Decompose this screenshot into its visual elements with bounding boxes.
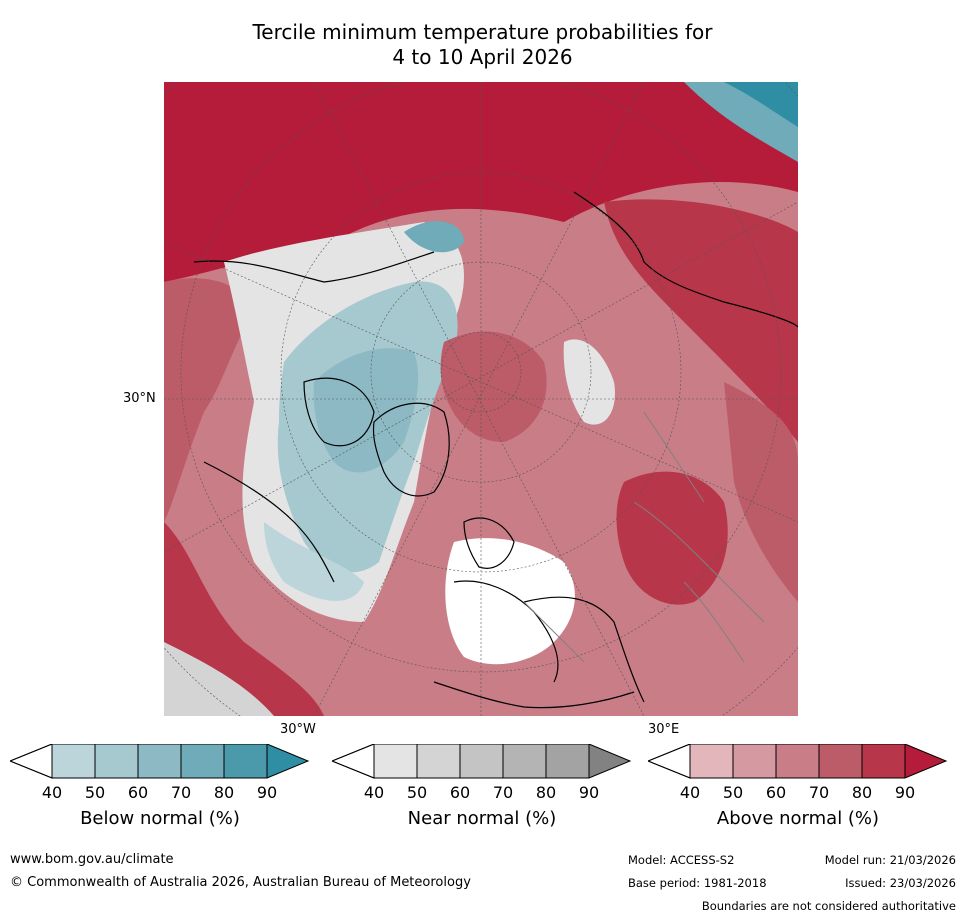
colorbar-near-normal (332, 744, 632, 780)
colorbar-above-max-extend (905, 744, 946, 778)
colorbar-near-swatch-70 (503, 744, 546, 778)
colorbar-above-label: Above normal (%) (716, 808, 880, 829)
colorbar-above-swatch-70 (819, 744, 862, 778)
colorbar-near-label: Near normal (%) (407, 808, 557, 829)
tick-label: 40 (41, 783, 63, 802)
tick-label: 50 (84, 783, 106, 802)
lat-label-30n: 30°N (123, 391, 156, 406)
polar-projection-map (164, 82, 798, 716)
tick-label: 80 (535, 783, 557, 802)
tick-label: 70 (492, 783, 514, 802)
lon-label-30w: 30°W (280, 722, 316, 737)
region-above-70-west (164, 278, 254, 522)
colorbar-near-max-extend (589, 744, 630, 778)
region-below-90-northeast (724, 82, 798, 127)
colorbar-below-swatch-80 (224, 744, 267, 778)
colorbar-below-swatch-50 (95, 744, 138, 778)
colorbar-above-normal-graphic (648, 744, 948, 779)
colorbar-above-swatch-60 (776, 744, 819, 778)
tick-label: 90 (894, 783, 916, 802)
copyright-notice: © Commonwealth of Australia 2026, Austra… (10, 875, 471, 890)
region-below-70-arctic (404, 221, 464, 253)
colorbar-below-normal (10, 744, 310, 780)
colorbar-near-swatch-80 (546, 744, 589, 778)
colorbar-below-normal-graphic (10, 744, 310, 779)
tick-label: 50 (406, 783, 428, 802)
colorbar-above-dividers (689, 744, 906, 778)
region-below-40-atlantic (264, 522, 364, 601)
region-no-dominant-europe (445, 538, 575, 665)
colorbar-near-swatch-60 (460, 744, 503, 778)
colorbar-above-swatch-80 (862, 744, 905, 778)
region-above-70-east (724, 382, 798, 602)
map-title: Tercile minimum temperature probabilitie… (0, 20, 965, 70)
website-link[interactable]: www.bom.gov.au/climate (10, 852, 174, 867)
colorbar-below-swatch-40 (52, 744, 95, 778)
tick-label: 70 (808, 783, 830, 802)
region-above-80-eurasia (616, 471, 728, 605)
colorbar-below-min-extend (10, 744, 53, 779)
tick-label: 80 (851, 783, 873, 802)
colorbar-below-dividers (51, 744, 268, 778)
title-line-1: Tercile minimum temperature probabilitie… (252, 20, 713, 44)
boundaries-disclaimer: Boundaries are not considered authoritat… (701, 899, 956, 913)
tick-label: 40 (679, 783, 701, 802)
tick-label: 50 (722, 783, 744, 802)
tick-label: 60 (127, 783, 149, 802)
colorbar-above-swatch-40 (690, 744, 733, 778)
tick-label: 60 (765, 783, 787, 802)
model-name: Model: ACCESS-S2 (628, 853, 735, 867)
colorbar-below-max-extend (267, 744, 308, 778)
region-above-80-northeast (604, 199, 798, 442)
colorbar-below-swatch-60 (138, 744, 181, 778)
title-line-2: 4 to 10 April 2026 (392, 45, 573, 69)
tick-label: 70 (170, 783, 192, 802)
probability-map (164, 82, 798, 716)
base-period: Base period: 1981-2018 (628, 876, 767, 890)
issued-date: Issued: 23/03/2026 (845, 876, 956, 890)
model-run-date: Model run: 21/03/2026 (824, 853, 956, 867)
colorbar-above-min-extend (648, 744, 691, 779)
colorbar-below-label: Below normal (%) (80, 808, 240, 829)
tick-label: 90 (256, 783, 278, 802)
region-near-normal-siberia (563, 339, 615, 425)
colorbar-near-swatch-40 (374, 744, 417, 778)
colorbar-near-min-extend (332, 744, 375, 779)
coastlines (193, 191, 798, 709)
tick-label: 90 (578, 783, 600, 802)
lon-label-30e: 30°E (648, 722, 680, 737)
graticule (164, 82, 798, 716)
greenland-outline (372, 402, 450, 497)
colorbar-near-normal-graphic (332, 744, 632, 779)
region-above-70-arctic-ocean (440, 331, 547, 442)
tick-label: 80 (213, 783, 235, 802)
colorbar-below-swatch-70 (181, 744, 224, 778)
tick-label: 40 (363, 783, 385, 802)
colorbar-near-dividers (373, 744, 590, 778)
tick-label: 60 (449, 783, 471, 802)
colorbar-near-swatch-50 (417, 744, 460, 778)
colorbar-above-normal (648, 744, 948, 780)
colorbar-above-swatch-50 (733, 744, 776, 778)
region-near-normal-southwest (164, 642, 274, 716)
